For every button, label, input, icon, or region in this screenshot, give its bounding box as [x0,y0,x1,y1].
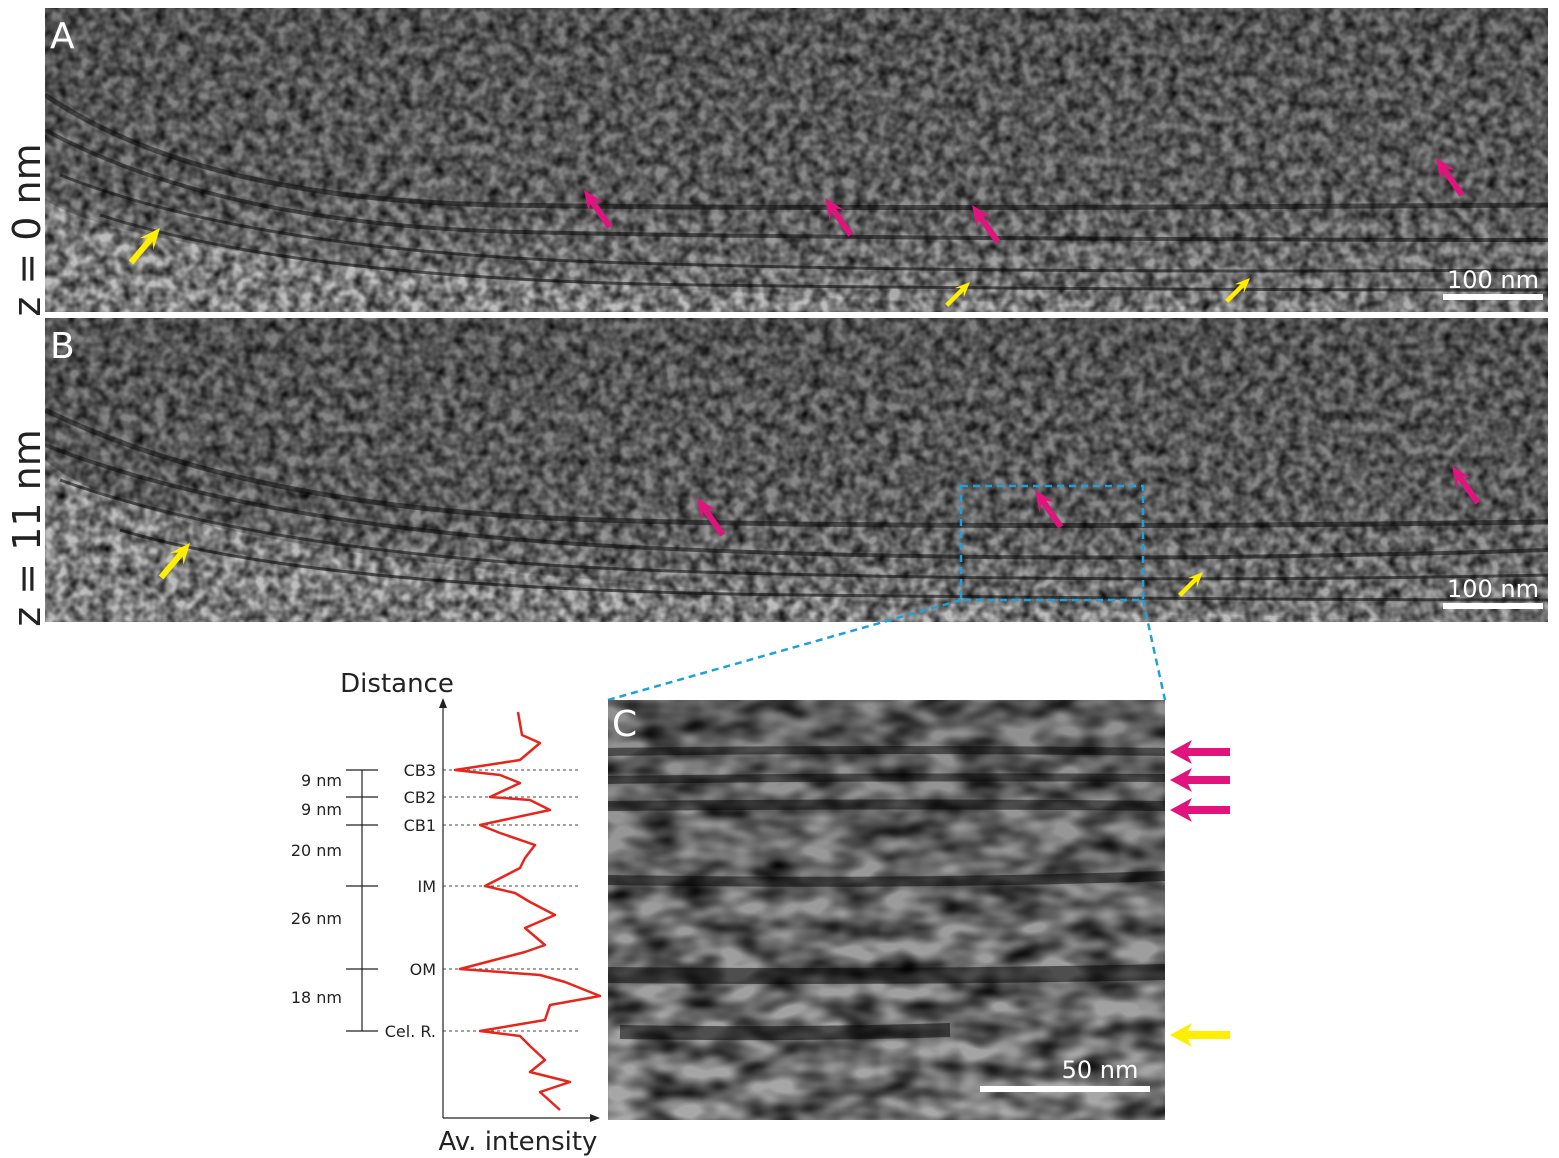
z-label: z = 0 nm [5,143,49,316]
micrograph-a [45,8,1548,312]
figure: A B C z = 0 nm z = 11 nm 100 nm 100 nm 5… [0,0,1559,1158]
spacing-label: 20 nm [291,841,342,860]
axis-label: Distance [340,669,454,699]
panel-label: C [612,704,637,745]
axis-label: Av. intensity [439,1127,598,1157]
panel-label: B [50,326,75,367]
spacing-label: 9 nm [301,771,342,790]
spacing-label: 18 nm [291,988,342,1007]
panel-label: A [50,16,75,57]
layer-label: OM [410,960,436,979]
scale-bar-label: 100 nm [1447,575,1539,603]
spacing-label: 9 nm [301,800,342,819]
layer-label: CB3 [404,761,436,780]
layer-label: Cel. R. [385,1022,436,1041]
micrograph-b [45,318,1548,622]
scale-bar [1443,294,1543,300]
scale-bar [980,1086,1150,1092]
intensity-profile [346,698,600,1122]
scale-bar-label: 50 nm [1062,1056,1139,1084]
scale-bar-label: 100 nm [1447,266,1539,294]
spacing-label: 26 nm [291,909,342,928]
layer-label: IM [417,877,436,896]
scale-bar [1443,603,1543,609]
layer-label: CB2 [404,788,436,807]
z-label: z = 11 nm [5,429,49,626]
layer-label: CB1 [404,816,436,835]
